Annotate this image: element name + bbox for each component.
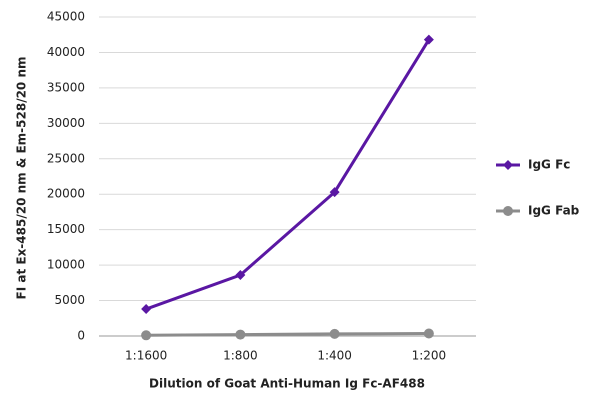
x-axis-title: Dilution of Goat Anti-Human Ig Fc-AF488 xyxy=(149,377,425,391)
y-tick-label: 45000 xyxy=(47,10,85,24)
y-tick-label: 5000 xyxy=(54,293,85,307)
x-tick-label: 1:400 xyxy=(317,349,352,363)
legend-label: IgG Fc xyxy=(528,158,570,172)
point xyxy=(235,270,246,281)
y-tick-label: 25000 xyxy=(47,151,85,165)
y-tick-label: 40000 xyxy=(47,45,85,59)
series-line xyxy=(145,38,431,311)
y-tick-label: 20000 xyxy=(47,187,85,201)
x-tick-label: 1:1600 xyxy=(125,349,167,363)
series-line xyxy=(146,332,429,337)
point xyxy=(423,34,434,45)
point xyxy=(503,160,513,170)
point xyxy=(141,330,152,341)
point xyxy=(235,329,246,340)
point xyxy=(503,206,513,216)
y-tick-label: 30000 xyxy=(47,116,85,130)
y-axis-title: FI at Ex-485/20 nm & Em-528/20 nm xyxy=(15,57,29,300)
x-tick-label: 1:200 xyxy=(412,349,447,363)
y-tick-label: 35000 xyxy=(47,80,85,94)
y-tick-label: 15000 xyxy=(47,222,85,236)
legend-label: IgG Fab xyxy=(528,204,580,218)
x-tick-label: 1:800 xyxy=(223,349,258,363)
point xyxy=(141,304,152,315)
point xyxy=(423,328,434,339)
point xyxy=(329,187,340,198)
point xyxy=(329,328,340,339)
y-tick-label: 10000 xyxy=(47,258,85,272)
y-tick-label: 0 xyxy=(77,329,85,343)
